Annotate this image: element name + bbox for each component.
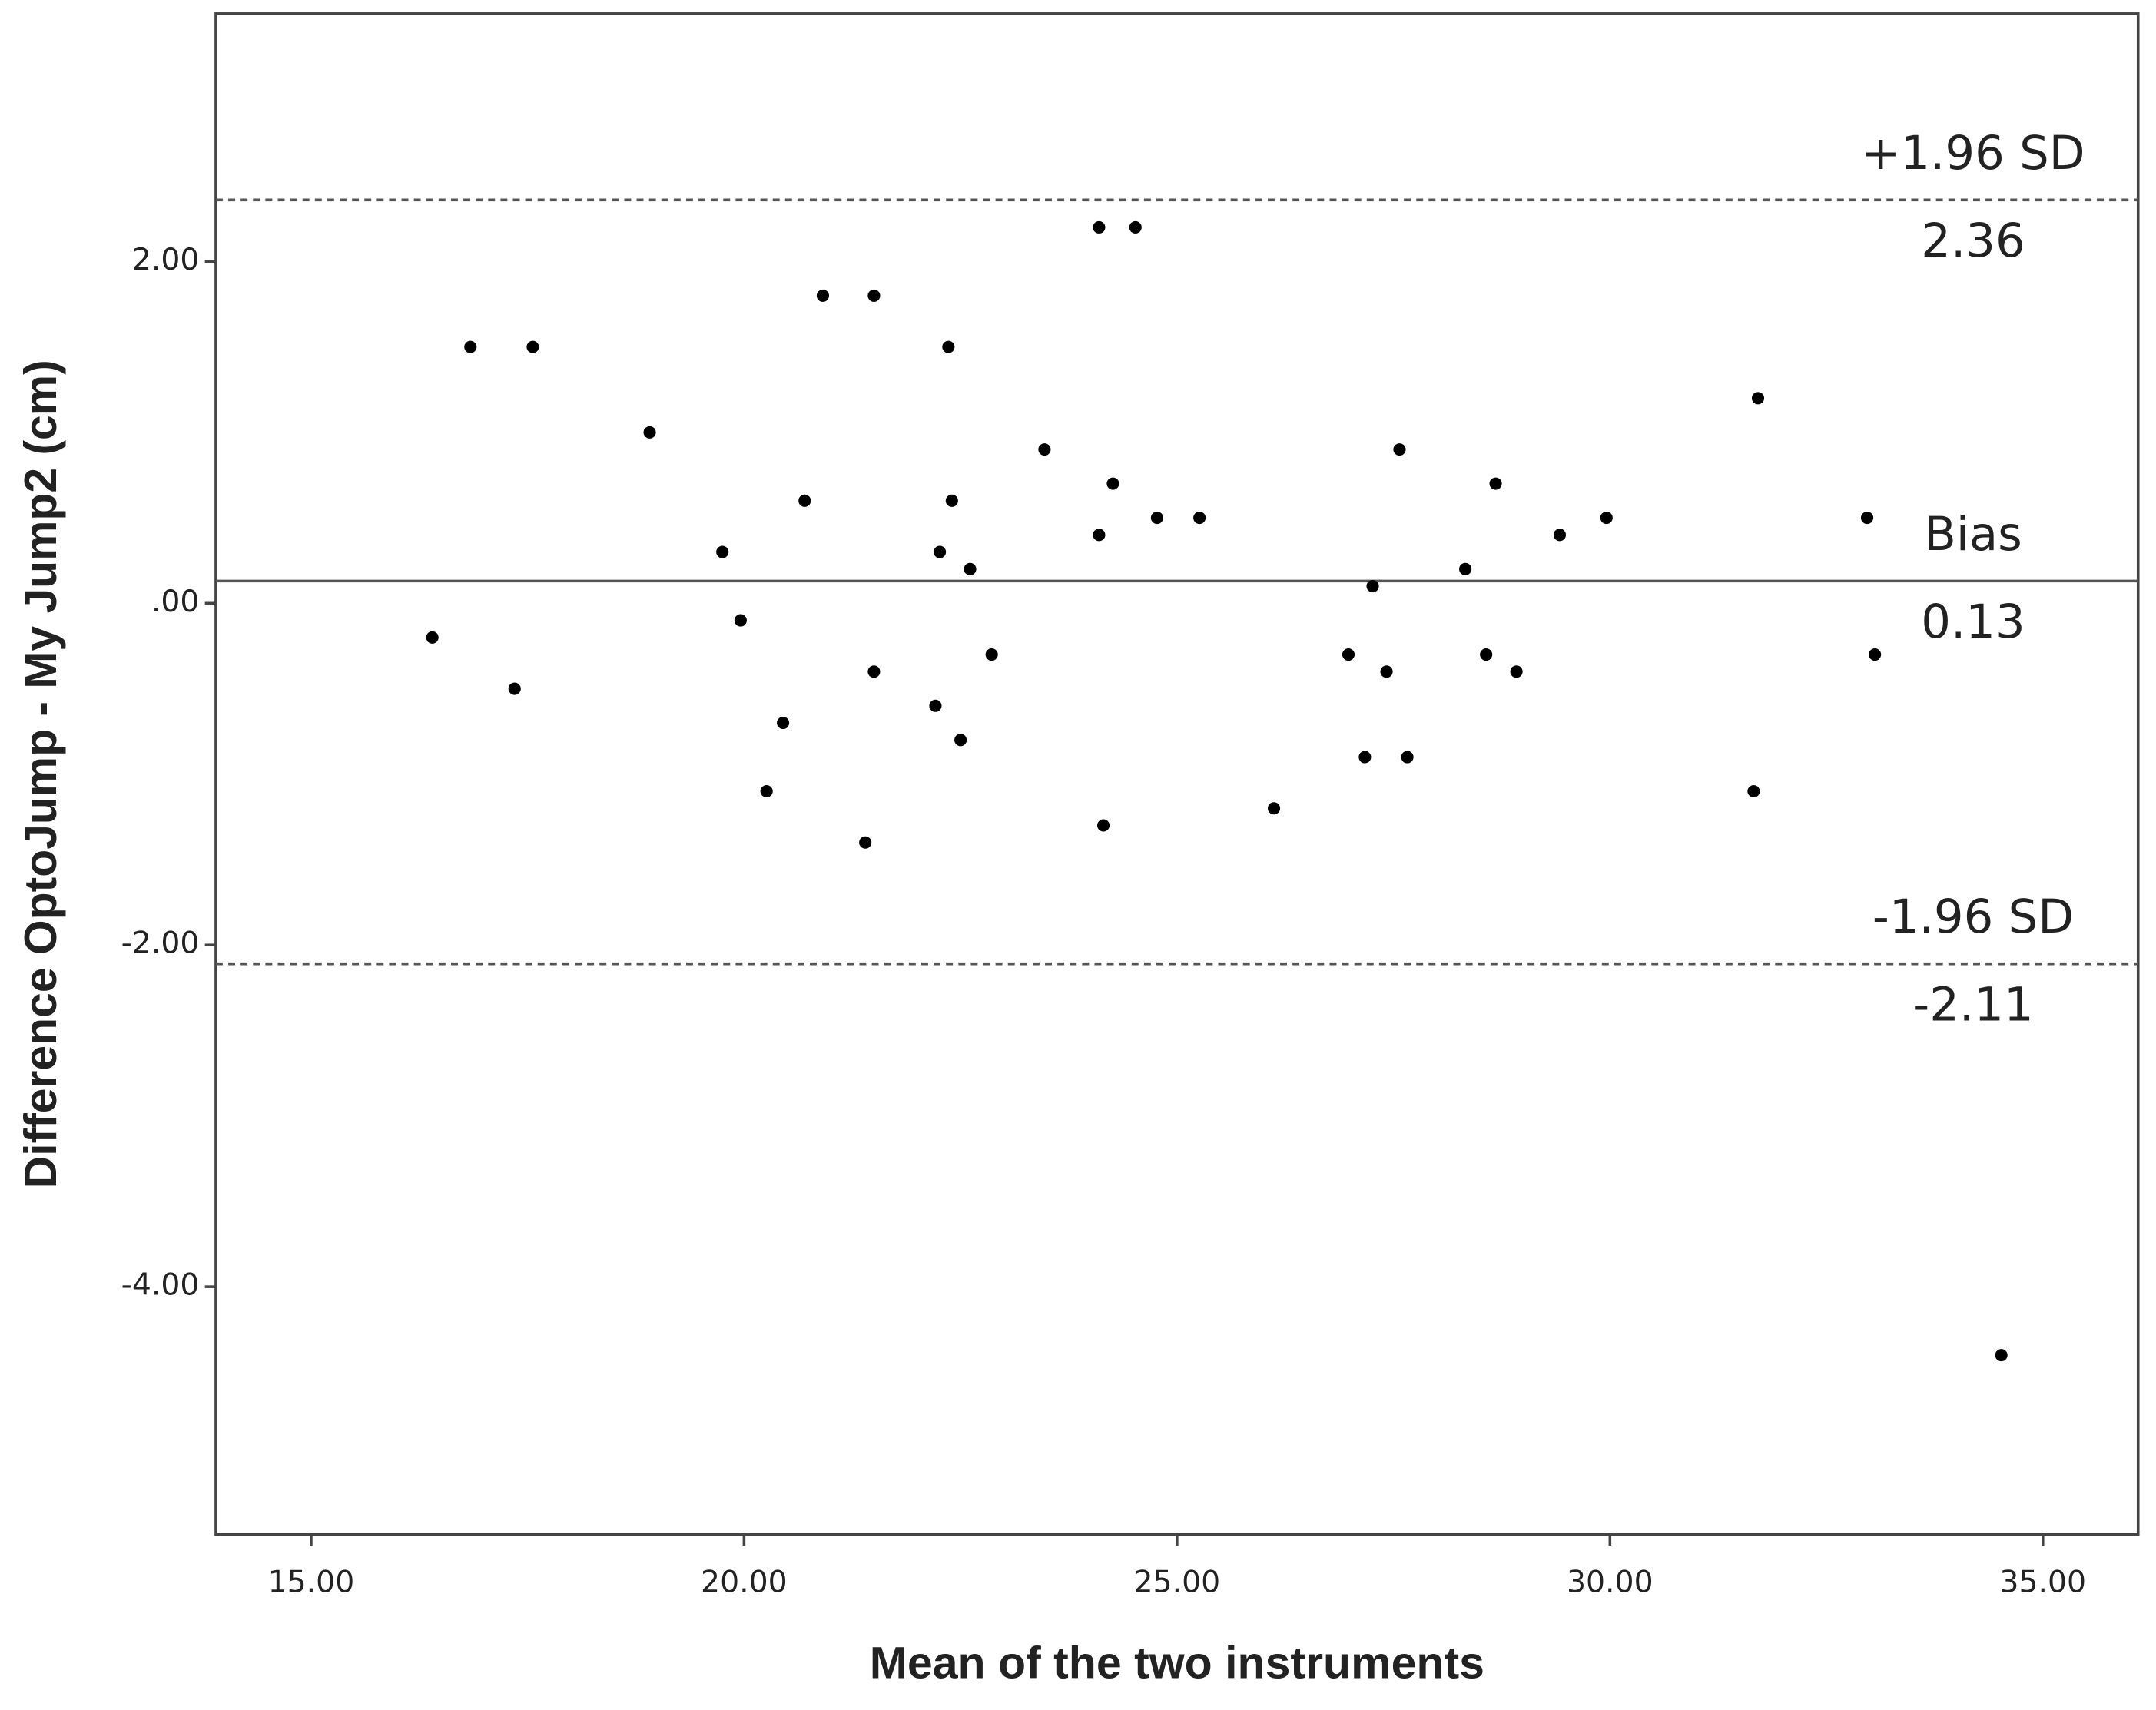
reference-label: Bias	[1924, 508, 2022, 562]
point	[867, 665, 881, 678]
point	[964, 562, 977, 575]
point	[859, 836, 872, 849]
x-tick-label: 25.00	[1134, 1565, 1221, 1599]
point	[1510, 665, 1523, 678]
reference-value: -2.11	[1912, 978, 2033, 1032]
x-tick-label: 20.00	[701, 1565, 788, 1599]
point	[1553, 529, 1567, 542]
point	[934, 545, 947, 558]
point	[867, 289, 881, 302]
point	[1480, 648, 1493, 661]
point	[464, 340, 477, 353]
point	[734, 614, 747, 627]
point	[1097, 819, 1110, 832]
y-tick-label: -2.00	[121, 926, 200, 961]
reference-value: 0.13	[1921, 595, 2025, 649]
x-tick-label: 35.00	[1999, 1565, 2086, 1599]
point	[1600, 512, 1613, 525]
point	[1093, 529, 1106, 542]
point	[945, 494, 958, 507]
point	[1358, 751, 1372, 764]
point	[777, 717, 790, 730]
point	[1366, 580, 1379, 593]
point	[954, 734, 967, 747]
point	[1106, 477, 1119, 490]
point	[816, 289, 829, 302]
point	[526, 340, 539, 353]
point	[1038, 443, 1051, 456]
x-tick-label: 30.00	[1567, 1565, 1653, 1599]
point	[1268, 802, 1281, 815]
point	[1489, 477, 1502, 490]
point	[1093, 220, 1106, 234]
point	[1380, 665, 1393, 678]
y-tick-label: -4.00	[121, 1268, 200, 1303]
point	[1393, 443, 1406, 456]
plot-frame	[214, 12, 2140, 1536]
point	[1459, 562, 1472, 575]
point	[985, 648, 998, 661]
y-tick-label: 2.00	[132, 243, 200, 277]
y-tick-label: .00	[151, 585, 200, 619]
point	[716, 545, 729, 558]
point	[1150, 512, 1163, 525]
point	[942, 340, 955, 353]
point	[1869, 648, 1882, 661]
point	[643, 426, 656, 439]
point	[1751, 392, 1765, 405]
point	[508, 682, 521, 695]
point	[1747, 784, 1760, 798]
point	[1995, 1349, 2008, 1362]
reference-value: 2.36	[1921, 214, 2025, 268]
point	[929, 699, 942, 712]
y-axis-title: Difference OptoJump - My Jump2 (cm)	[16, 360, 66, 1188]
point	[1401, 751, 1414, 764]
point	[1342, 648, 1355, 661]
point	[760, 784, 773, 798]
x-tick-label: 15.00	[268, 1565, 355, 1599]
reference-label: -1.96 SD	[1872, 890, 2074, 944]
reference-label: +1.96 SD	[1861, 127, 2085, 181]
point	[1193, 512, 1206, 525]
point	[426, 631, 439, 644]
x-axis-title: Mean of the two instruments	[870, 1639, 1484, 1688]
point	[1129, 220, 1142, 234]
point	[798, 494, 811, 507]
point	[1860, 512, 1874, 525]
